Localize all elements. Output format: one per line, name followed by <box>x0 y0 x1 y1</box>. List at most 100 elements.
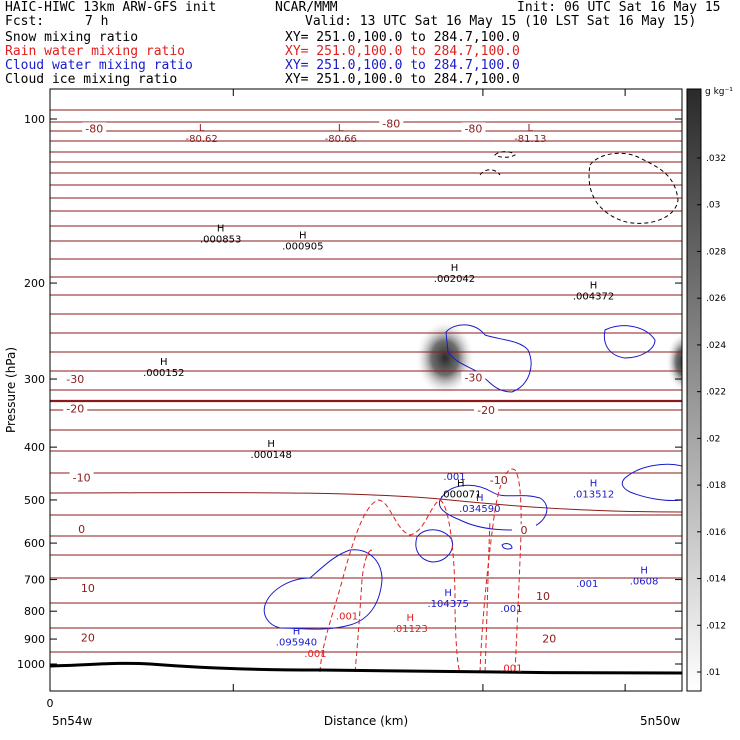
temp-label-bg <box>69 522 94 534</box>
isotherm-label: -30 <box>464 371 482 384</box>
colorbar-ticks: .01 .012 .014 .016 .018 .02 .022 .024 .026 .028 .0… <box>697 154 726 678</box>
colorbar: g kg⁻¹ .01 .012 .014 .016 .018 .02 .022 .024 .02… <box>686 87 733 692</box>
isotherm-label: -80 <box>85 122 103 135</box>
extremum-mark: H <box>590 281 598 292</box>
rain-contour <box>354 549 373 673</box>
temp-label-bg <box>379 117 404 129</box>
colorbar-tick-label: .016 <box>706 528 726 538</box>
colorbar-tick-label: .024 <box>706 341 726 351</box>
cloud-water-contour <box>445 324 532 393</box>
colorbar-tick-label: .018 <box>706 481 726 491</box>
temp-label-bg <box>82 122 107 134</box>
x-left-label: 5n54w <box>52 714 93 728</box>
extremum-value: .000152 <box>143 368 184 379</box>
extremum-value: .004372 <box>573 292 614 303</box>
y-tick-label: 100 <box>24 113 45 126</box>
y-tick-label: 800 <box>24 605 45 618</box>
contour-value-label: .001 <box>336 612 358 623</box>
extremum-mark: H <box>457 479 465 490</box>
y-tick-label: 700 <box>24 574 45 587</box>
contour-value-label: .001 <box>500 604 522 615</box>
extremum-mark: H <box>299 231 307 242</box>
snow-shade-blob <box>415 320 475 396</box>
temp-label-bg <box>461 122 486 134</box>
isotherm-label: -20 <box>66 403 84 416</box>
temp-label-bg <box>486 474 511 486</box>
colorbar-tick-label: .01 <box>706 668 720 678</box>
extremum-mark: H <box>476 493 484 504</box>
colorbar-tick-label: .026 <box>706 294 726 304</box>
colorbar-tick-label: .014 <box>706 575 726 585</box>
field-name-cloudwater: Cloud water mixing ratio <box>5 58 193 73</box>
header-fcst-label: Fcst: <box>5 14 45 29</box>
isotherm-label: -10 <box>73 472 91 485</box>
extremum-value: .034590 <box>459 504 500 515</box>
temp-label-bg <box>537 632 562 644</box>
cloud-water-contour <box>501 543 513 550</box>
isotherm-label: -20 <box>477 404 495 417</box>
extremum-mark: L <box>199 123 205 134</box>
contour-value-label: .001 <box>304 649 326 660</box>
ice-contour <box>494 151 516 158</box>
cloud-water-contour <box>438 484 548 531</box>
extremum-value: -80.66 <box>325 134 357 145</box>
extremum-value: .01123 <box>393 624 428 635</box>
cloud-water-contour <box>603 325 656 359</box>
isotherm-lines <box>50 109 682 653</box>
colorbar-tick-label: .022 <box>706 388 726 398</box>
rain-contour <box>479 468 522 673</box>
contour-value-label: .001 <box>576 579 598 590</box>
colorbar-gradient <box>686 88 702 692</box>
y-tick-label: 1000 <box>17 658 45 671</box>
extremum-value: .000905 <box>282 242 323 253</box>
isotherm-label: 0 <box>521 524 528 537</box>
temp-label-bg <box>63 373 88 385</box>
temp-label-bg <box>75 581 100 593</box>
cloud-ice-contours <box>479 151 679 224</box>
y-tick-label: 500 <box>24 494 45 507</box>
extremum-value: .000148 <box>251 450 292 461</box>
extremum-value: -81.13 <box>514 134 546 145</box>
y-tick-label: 400 <box>24 441 45 454</box>
temp-label-bg <box>474 404 499 416</box>
extremum-value: .104375 <box>427 599 468 610</box>
isotherm <box>50 492 682 513</box>
contour-value-label: .001 <box>443 472 465 483</box>
y-axis-title: Pressure (hPa) <box>4 347 18 433</box>
extremum-value: .002042 <box>434 274 475 285</box>
isotherm-label: 10 <box>536 590 550 603</box>
field-xy-cloudwater: XY= 251.0,100.0 to 284.7,100.0 <box>285 58 520 73</box>
snow-shade-blob <box>666 332 682 392</box>
extremum-mark: H <box>590 479 598 490</box>
extremum-value: .013512 <box>573 490 614 501</box>
header-init: Init: 06 UTC Sat 16 May 15 <box>517 0 721 15</box>
field-name-snow: Snow mixing ratio <box>5 30 139 45</box>
rain-contour <box>319 499 461 673</box>
x-axis-title: Distance (km) <box>324 714 408 728</box>
y-tick-label: 200 <box>24 277 45 290</box>
header-valid: Valid: 13 UTC Sat 16 May 15 (10 LST Sat … <box>305 14 697 29</box>
extremum-mark: H <box>444 588 452 599</box>
x-right-label: 5n50w <box>640 714 681 728</box>
y-tick-label: 900 <box>24 633 45 646</box>
temp-label-bg <box>63 402 88 414</box>
isotherm-label: -10 <box>490 474 508 487</box>
extremum-value: -80.62 <box>186 134 218 145</box>
plot-frame <box>49 88 683 692</box>
field-xy-snow: XY= 251.0,100.0 to 284.7,100.0 <box>285 30 520 45</box>
isotherm-label: -30 <box>66 373 84 386</box>
colorbar-unit: g kg⁻¹ <box>705 87 733 97</box>
extremum-mark: H <box>406 613 414 624</box>
colorbar-tick-label: .012 <box>706 621 726 631</box>
extremum-mark: H <box>217 224 225 235</box>
y-tick-label: 600 <box>24 537 45 550</box>
cloud-water-contour <box>263 549 383 630</box>
extremum-mark: L <box>338 123 344 134</box>
cloud-water-contour <box>415 529 454 563</box>
isotherm-label: 20 <box>542 633 556 646</box>
contour-value-label: .001 <box>500 664 522 675</box>
extremum-mark: H <box>293 626 301 637</box>
header-org: NCAR/MMM <box>275 0 338 15</box>
